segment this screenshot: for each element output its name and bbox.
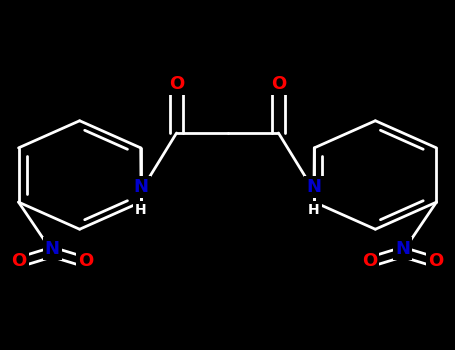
Text: O: O	[271, 75, 286, 93]
Text: O: O	[78, 252, 93, 270]
Text: N: N	[395, 239, 410, 258]
Text: O: O	[428, 252, 444, 270]
Text: O: O	[11, 252, 27, 270]
Text: N: N	[45, 239, 60, 258]
Text: O: O	[362, 252, 377, 270]
Text: N: N	[134, 178, 148, 196]
Text: N: N	[307, 178, 321, 196]
Text: H: H	[308, 203, 320, 217]
Text: O: O	[169, 75, 184, 93]
Text: H: H	[135, 203, 147, 217]
